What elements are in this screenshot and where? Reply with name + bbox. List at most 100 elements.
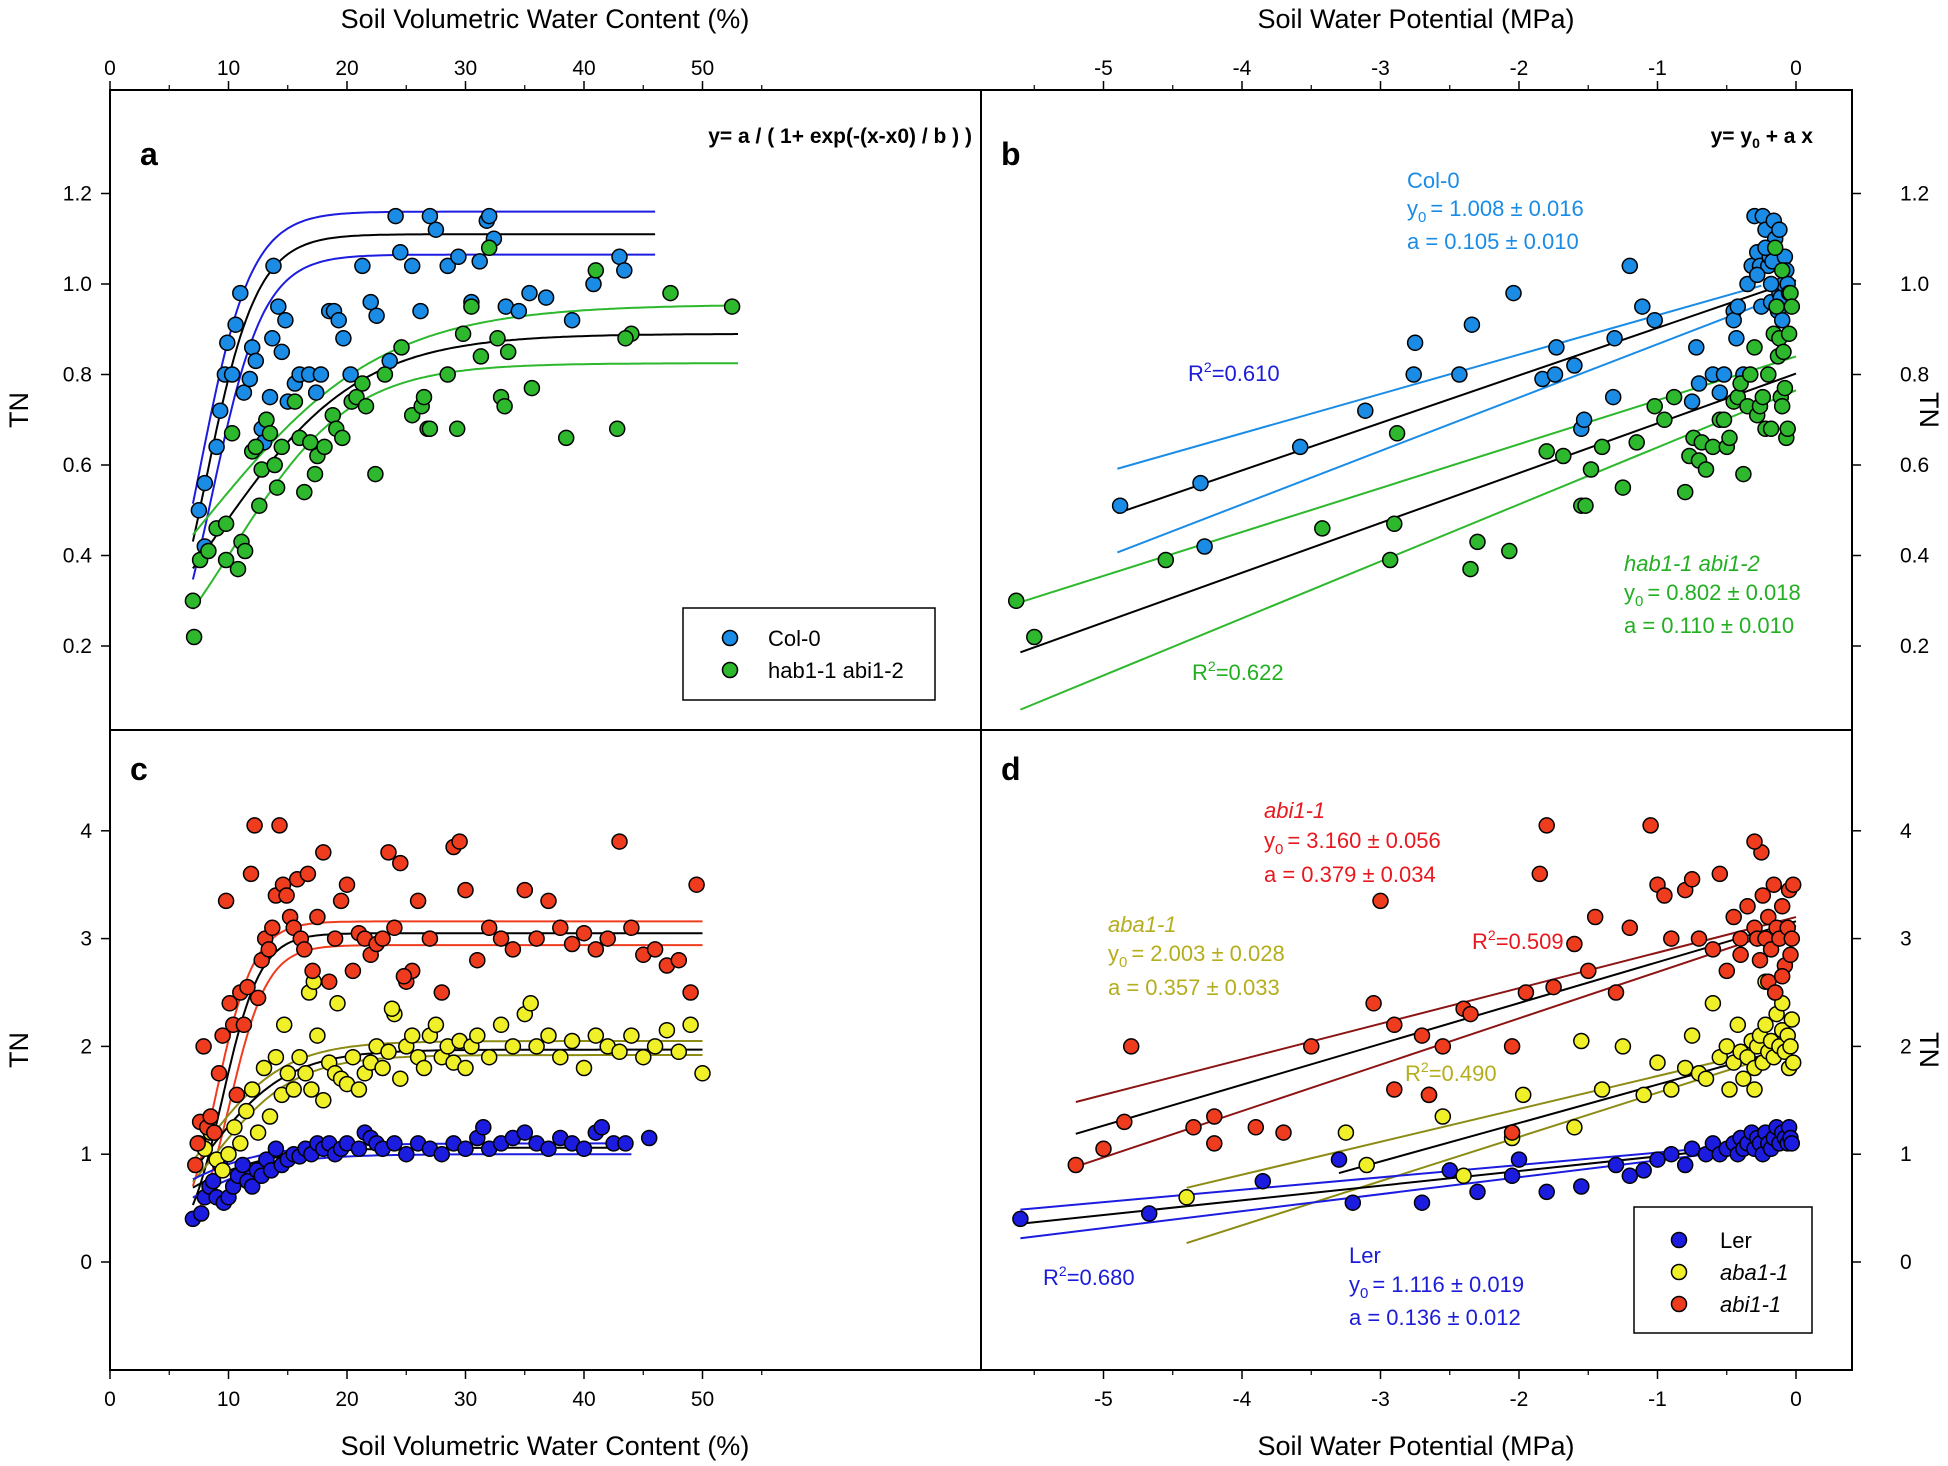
x-tick-label: -4 [1233, 1388, 1252, 1411]
data-point [320, 973, 338, 990]
data-point [415, 388, 433, 406]
data-point [662, 284, 679, 302]
data-point [585, 275, 602, 293]
x-tick-label: -5 [1094, 57, 1113, 80]
data-point [454, 325, 472, 343]
y-tick-label: 1.2 [1900, 183, 1929, 206]
data-point [1732, 946, 1749, 964]
data-point [342, 366, 359, 383]
data-point [1718, 962, 1736, 980]
data-point [1337, 1124, 1355, 1141]
data-point [658, 1021, 676, 1039]
data-point [304, 962, 321, 980]
data-point [1676, 1156, 1694, 1174]
data-point [611, 248, 628, 266]
x-tick-label: 0 [104, 57, 116, 80]
data-point [392, 854, 409, 872]
data-point [1192, 474, 1209, 492]
data-point [563, 1032, 581, 1050]
bottom-left-xlabel: Soil Volumetric Water Content (%) [341, 1431, 750, 1461]
left-ylabel-bottom: TN [4, 1032, 34, 1068]
data-point [640, 1129, 658, 1147]
data-point [1372, 892, 1389, 910]
data-point [552, 919, 569, 937]
data-point [421, 930, 439, 947]
data-point [599, 930, 616, 947]
figure-frame [109, 89, 1853, 1371]
fit-line [1116, 303, 1762, 554]
data-point [267, 1048, 285, 1066]
data-point [480, 207, 498, 225]
data-point [1413, 1194, 1431, 1211]
data-point [228, 1086, 246, 1104]
data-point [273, 343, 291, 361]
panel-a-ticks: 0 10 20 30 40 50 0.2 0.4 0.6 0.8 1.0 1.2 [63, 57, 763, 658]
data-point [1510, 1151, 1528, 1168]
data-point [499, 343, 517, 361]
data-point [279, 1065, 297, 1082]
right-ylabel-top: TN [1914, 392, 1944, 428]
y-tick-label: 0 [1900, 1251, 1912, 1274]
data-point [1783, 930, 1801, 947]
data-point [1775, 343, 1792, 361]
panel-c-ticks: 0 10 20 30 40 50 0 1 2 3 4 [80, 820, 763, 1411]
data-point [297, 1065, 314, 1082]
data-point [1451, 366, 1468, 383]
data-point [200, 542, 217, 560]
data-point [1573, 1032, 1590, 1050]
data-point [1573, 1178, 1590, 1195]
data-point [266, 456, 283, 474]
data-point [208, 438, 225, 456]
aba-name: aba1-1 [1108, 912, 1177, 937]
x-tick-label: -3 [1371, 1388, 1390, 1411]
data-point [557, 429, 575, 447]
data-point [1784, 1054, 1802, 1071]
data-point [387, 207, 404, 225]
data-point [1766, 984, 1784, 1001]
data-point [315, 844, 332, 861]
data-point [1754, 388, 1772, 406]
data-point [285, 1081, 302, 1098]
data-point [1751, 951, 1769, 969]
data-point [521, 284, 538, 302]
data-point [223, 425, 241, 442]
data-point [1607, 1156, 1625, 1174]
legend-ler-marker [1670, 1231, 1688, 1249]
data-point [234, 1156, 251, 1174]
data-point [236, 542, 254, 560]
data-point [315, 1092, 332, 1109]
data-point [1768, 298, 1785, 315]
fit-line [192, 362, 738, 610]
x-tick-label: 0 [1790, 57, 1802, 80]
data-point [457, 881, 474, 899]
data-point [268, 479, 286, 496]
data-point [540, 892, 557, 910]
x-tick-label: 40 [572, 1388, 595, 1411]
legend-aba-marker [1670, 1263, 1688, 1281]
data-point [265, 257, 282, 275]
data-point [646, 941, 664, 958]
data-point [1783, 298, 1801, 315]
data-point [1441, 1162, 1459, 1179]
y-tick-label: 0.8 [1900, 364, 1929, 387]
data-point [1505, 284, 1522, 302]
data-point [211, 402, 229, 419]
data-point [1728, 330, 1745, 347]
data-point [1704, 941, 1722, 958]
data-point [249, 989, 267, 1007]
data-point [344, 962, 362, 980]
data-point [1784, 876, 1802, 893]
panel-a-equation: y= a / ( 1+ exp(-(x-x0) / b ) ) [708, 125, 972, 148]
data-point [523, 379, 541, 397]
data-point [223, 366, 241, 383]
data-point [229, 560, 247, 578]
data-point [1196, 538, 1213, 555]
data-point [1111, 497, 1129, 514]
data-point [195, 1038, 212, 1055]
x-tick-label: 10 [217, 1388, 240, 1411]
data-point [409, 892, 427, 910]
panel-c-points [184, 817, 711, 1228]
data-point [1614, 1038, 1632, 1055]
x-tick-label: -5 [1094, 1388, 1113, 1411]
data-point [1586, 908, 1604, 926]
